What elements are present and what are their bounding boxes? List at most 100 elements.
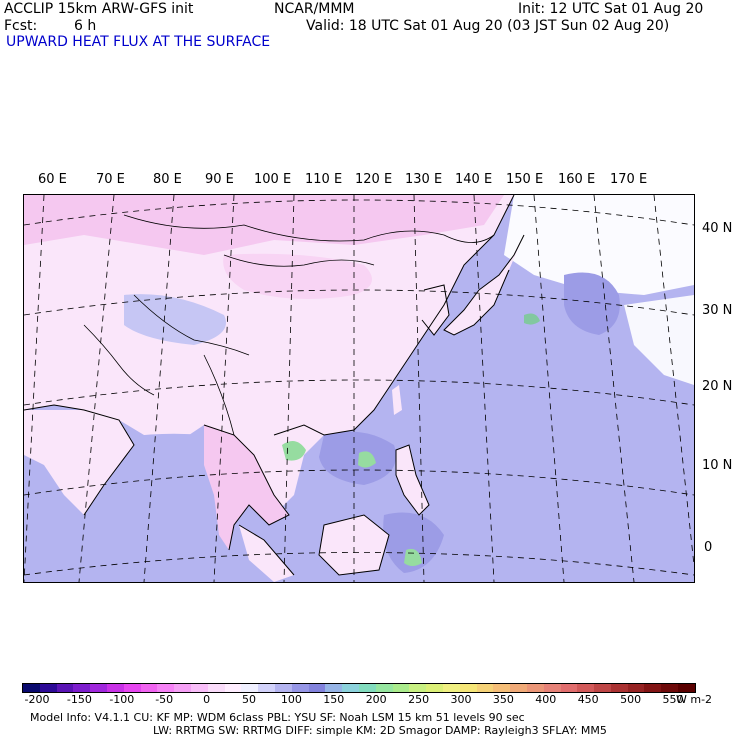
colorbar-tick-label: 400 [535, 693, 557, 706]
longitude-labels: 60 E 70 E 80 E 90 E 100 E 110 E 120 E 130 E 140 … [0, 172, 740, 188]
colorbar-tick-label: -100 [109, 693, 135, 706]
longitude-label: 130 E [405, 172, 443, 187]
latitude-label: 10 N [702, 458, 733, 473]
colorbar-tick-label: 150 [323, 693, 345, 706]
model-title: ACCLIP 15km ARW-GFS init [4, 1, 194, 17]
korea-landmass [422, 285, 449, 335]
green-patch [358, 451, 376, 468]
colorbar-swatch [409, 684, 427, 692]
init-time: Init: 12 UTC Sat 01 Aug 20 [518, 1, 704, 17]
colorbar-swatch [207, 684, 225, 692]
graticule [24, 195, 694, 582]
latitude-labels: 40 N 30 N 20 N 10 N 0 [698, 194, 740, 583]
colorbar-tick-label: -50 [155, 693, 174, 706]
colorbar-tick-label: 50 [242, 693, 256, 706]
land-pink-north [24, 195, 504, 255]
colorbar-swatch [274, 684, 292, 692]
borneo-landmass [319, 515, 389, 575]
colorbar-tick-label: 250 [408, 693, 430, 706]
ocean-dark-patch [319, 431, 396, 485]
colorbar-tick-label: -200 [24, 693, 50, 706]
colorbar-swatch [308, 684, 326, 692]
heat-flux-map [24, 195, 694, 582]
map-panel [23, 194, 695, 583]
longitude-label: 110 E [305, 172, 343, 187]
green-patch [524, 313, 540, 325]
ocean-dark-patch [564, 272, 620, 335]
colorbar-tick-label: 200 [365, 693, 387, 706]
colorbar-tick-label: 450 [577, 693, 599, 706]
colorbar-tick-label: 500 [620, 693, 642, 706]
colorbar-swatch [190, 684, 208, 692]
fcst-value: 6 h [74, 18, 97, 34]
north-pacific-field [504, 195, 694, 295]
colorbar-swatch [644, 684, 662, 692]
colorbar-swatch [375, 684, 393, 692]
colorbar-swatch [627, 684, 645, 692]
indochina-landmass [204, 425, 289, 550]
model-info-line1: Model Info: V4.1.1 CU: KF MP: WDM 6class… [30, 711, 525, 724]
colorbar-swatch [358, 684, 376, 692]
green-patch [282, 441, 306, 461]
colorbar-swatch [106, 684, 124, 692]
colorbar-swatch [594, 684, 611, 692]
longitude-label: 120 E [355, 172, 393, 187]
ocean-dark-patch [383, 512, 444, 573]
colorbar-tick-label: 0 [203, 693, 211, 706]
colorbar-swatch [459, 684, 477, 692]
coastlines [24, 195, 525, 576]
land-pink-mongolia [223, 253, 372, 299]
india-landmass [24, 410, 134, 515]
latitude-label: 0 [704, 540, 713, 555]
colorbar-swatch [678, 684, 695, 692]
field-title: UPWARD HEAT FLUX AT THE SURFACE [6, 34, 271, 50]
longitude-label: 90 E [205, 172, 234, 187]
longitude-label: 80 E [153, 172, 182, 187]
colorbar-swatch [39, 684, 57, 692]
colorbar-swatch [577, 684, 595, 692]
country-borders [83, 214, 495, 436]
colorbar [22, 683, 696, 693]
colorbar-swatch [224, 684, 242, 692]
colorbar-swatch [90, 684, 107, 692]
colorbar-swatch [325, 684, 343, 692]
colorbar-swatch [291, 684, 309, 692]
colorbar-swatch [560, 684, 578, 692]
colorbar-unit: W m-2 [676, 693, 713, 706]
colorbar-tick-label: 550 [662, 693, 684, 706]
model-info-line2: LW: RRTMG SW: RRTMG DIFF: simple KM: 2D … [153, 724, 607, 737]
colorbar-tick-label: -150 [66, 693, 92, 706]
taiwan-landmass [392, 385, 402, 415]
colorbar-swatch [493, 684, 511, 692]
longitude-label: 160 E [558, 172, 596, 187]
valid-time: Valid: 18 UTC Sat 01 Aug 20 (03 JST Sun … [306, 18, 670, 34]
colorbar-swatch [526, 684, 544, 692]
colorbar-labels: -200 -150 -100 -50 0 50 100 150 200 250 300 350 400 4… [0, 694, 740, 708]
sumatra-landmass [239, 525, 294, 582]
colorbar-swatch [543, 684, 561, 692]
colorbar-swatch [23, 684, 40, 692]
colorbar-swatch [476, 684, 494, 692]
colorbar-swatch [442, 684, 460, 692]
longitude-label: 170 E [610, 172, 648, 187]
colorbar-swatch [610, 684, 628, 692]
colorbar-swatch [342, 684, 359, 692]
colorbar-swatch [661, 684, 679, 692]
colorbar-swatch [157, 684, 175, 692]
longitude-label: 140 E [455, 172, 493, 187]
tibet-field [124, 294, 226, 345]
longitude-label: 70 E [96, 172, 125, 187]
latitude-label: 40 N [702, 221, 733, 236]
colorbar-tick-label: 350 [492, 693, 514, 706]
colorbar-swatch [140, 684, 158, 692]
colorbar-swatch [392, 684, 410, 692]
philippines-landmass [396, 445, 429, 515]
colorbar-swatch [56, 684, 74, 692]
colorbar-tick-label: 100 [280, 693, 302, 706]
latitude-label: 30 N [702, 303, 733, 318]
colorbar-swatch [73, 684, 91, 692]
latitude-label: 20 N [702, 379, 733, 394]
colorbar-swatch [510, 684, 527, 692]
center-label: NCAR/MMM [274, 1, 355, 17]
colorbar-swatch [258, 684, 275, 692]
